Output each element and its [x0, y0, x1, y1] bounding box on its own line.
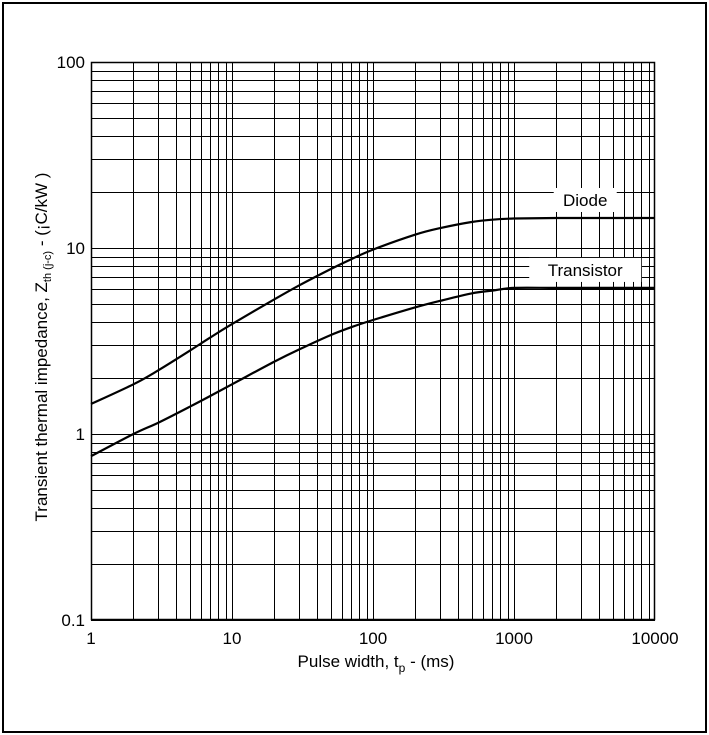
y-tick-label: 0.1	[61, 611, 85, 630]
y-tick-label: 100	[57, 53, 85, 72]
curve-label-background	[553, 187, 617, 212]
x-tick-label: 100	[359, 629, 387, 648]
x-tick-label: 1	[86, 629, 95, 648]
x-tick-label: 1000	[495, 629, 533, 648]
y-tick-label: 1	[76, 425, 85, 444]
x-axis-label: Pulse width, tp - (ms)	[298, 652, 455, 675]
curve-label-background	[529, 257, 642, 282]
axes-box	[90, 61, 656, 621]
transistor-label-box: Transistor	[529, 257, 642, 282]
diode-curve	[90, 216, 655, 405]
transistor-curve	[90, 286, 655, 458]
x-tick-label: 10000	[631, 629, 678, 648]
y-tick-label: 10	[66, 239, 85, 258]
y-axis-label: Transient thermal impedance, Zth (j-c) -…	[32, 173, 54, 522]
transistor-label: Transistor	[548, 261, 623, 280]
diode-label: Diode	[563, 191, 607, 210]
diode-label-box: Diode	[553, 187, 617, 212]
x-tick-label: 10	[223, 629, 242, 648]
